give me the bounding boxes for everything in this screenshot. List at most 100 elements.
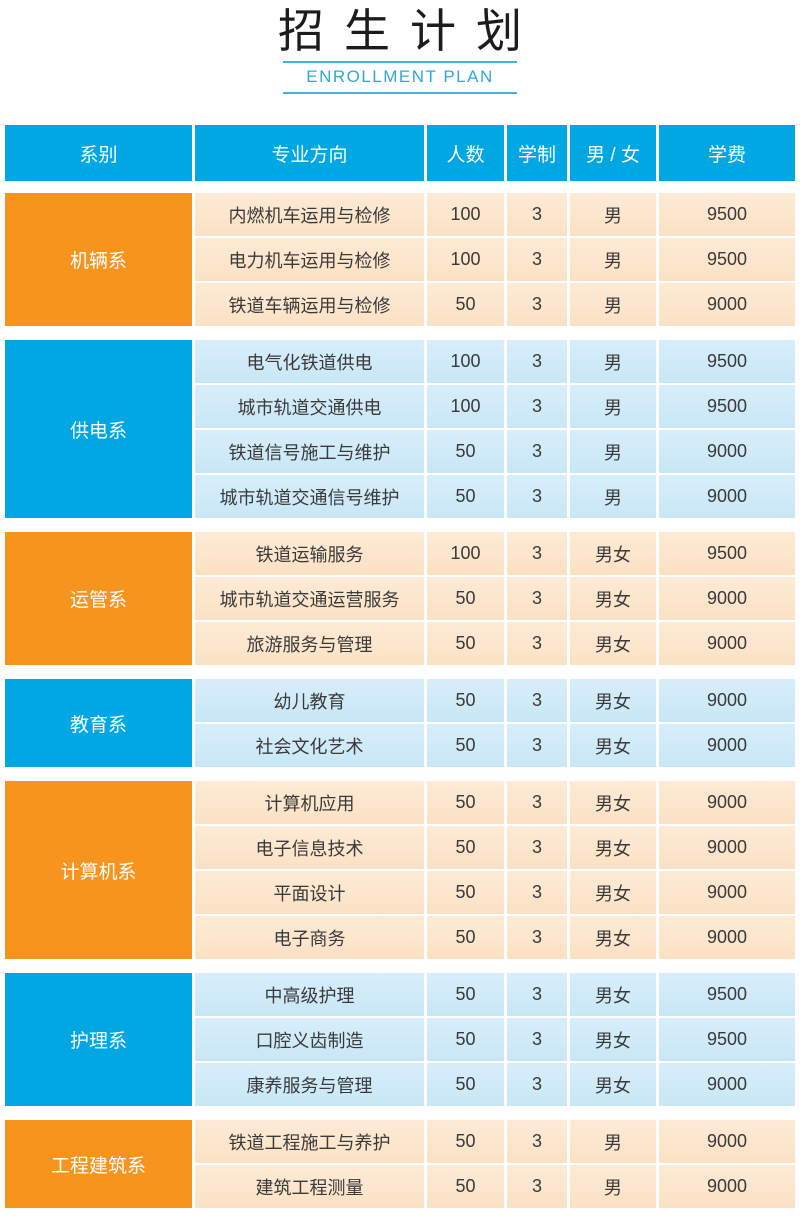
tuition-cell: 9000 [659,871,795,914]
major-cell: 电子商务 [195,916,424,959]
dept-cell: 教育系 [5,679,192,767]
students-cell: 50 [427,973,504,1016]
gender-cell: 男女 [570,1063,656,1106]
header-cell-tuition: 学费 [659,125,795,181]
major-cell: 中高级护理 [195,973,424,1016]
tuition-cell: 9500 [659,532,795,575]
years-cell: 3 [507,532,567,575]
dept-rows: 幼儿教育 50 3 男女 9000 社会文化艺术 50 3 男女 9000 [195,679,795,767]
major-cell: 城市轨道交通供电 [195,385,424,428]
tuition-cell: 9500 [659,238,795,281]
gender-cell: 男女 [570,724,656,767]
major-cell: 铁道工程施工与养护 [195,1120,424,1163]
years-cell: 3 [507,826,567,869]
dept-group: 护理系 中高级护理 50 3 男女 9500 口腔义齿制造 50 3 男女 9500 康养服务与管理 5… [5,973,795,1106]
tuition-cell: 9500 [659,340,795,383]
header-cell-gender: 男 / 女 [570,125,656,181]
years-cell: 3 [507,1063,567,1106]
students-cell: 100 [427,385,504,428]
header-cell-students: 人数 [427,125,504,181]
years-cell: 3 [507,1165,567,1208]
major-cell: 城市轨道交通运营服务 [195,577,424,620]
program-row: 中高级护理 50 3 男女 9500 [195,973,795,1016]
table-header-row: 系别 专业方向 人数 学制男 / 女学费 [5,125,795,181]
gender-cell: 男女 [570,826,656,869]
major-cell: 电气化铁道供电 [195,340,424,383]
major-cell: 电力机车运用与检修 [195,238,424,281]
years-cell: 3 [507,283,567,326]
dept-rows: 中高级护理 50 3 男女 9500 口腔义齿制造 50 3 男女 9500 康养服务与管理 50 3 男… [195,973,795,1106]
dept-group: 工程建筑系 铁道工程施工与养护 50 3 男 9000 建筑工程测量 50 3 男 9000 [5,1120,795,1208]
major-cell: 口腔义齿制造 [195,1018,424,1061]
tuition-cell: 9000 [659,577,795,620]
tuition-cell: 9000 [659,679,795,722]
tuition-cell: 9000 [659,1120,795,1163]
students-cell: 50 [427,826,504,869]
tuition-cell: 9000 [659,283,795,326]
students-cell: 50 [427,1018,504,1061]
gender-cell: 男 [570,1120,656,1163]
gender-cell: 男 [570,340,656,383]
gender-cell: 男女 [570,916,656,959]
dept-rows: 铁道工程施工与养护 50 3 男 9000 建筑工程测量 50 3 男 9000 [195,1120,795,1208]
tuition-cell: 9500 [659,973,795,1016]
program-row: 康养服务与管理 50 3 男女 9000 [195,1063,795,1106]
tuition-cell: 9500 [659,193,795,236]
years-cell: 3 [507,340,567,383]
major-cell: 铁道车辆运用与检修 [195,283,424,326]
program-row: 社会文化艺术 50 3 男女 9000 [195,724,795,767]
enrollment-table: 系别 专业方向 人数 学制男 / 女学费 机辆系 内燃机车运用与检修 100 3 男 9500 电… [5,125,795,1208]
program-row: 内燃机车运用与检修 100 3 男 9500 [195,193,795,236]
gender-cell: 男 [570,430,656,473]
program-row: 电子信息技术 50 3 男女 9000 [195,826,795,869]
students-cell: 100 [427,532,504,575]
program-row: 幼儿教育 50 3 男女 9000 [195,679,795,722]
students-cell: 50 [427,283,504,326]
dept-cell: 护理系 [5,973,192,1106]
students-cell: 50 [427,475,504,518]
page-subtitle: ENROLLMENT PLAN [306,67,494,86]
years-cell: 3 [507,1018,567,1061]
gender-cell: 男女 [570,622,656,665]
program-row: 平面设计 50 3 男女 9000 [195,871,795,914]
program-row: 电子商务 50 3 男女 9000 [195,916,795,959]
program-row: 计算机应用 50 3 男女 9000 [195,781,795,824]
gender-cell: 男女 [570,679,656,722]
program-row: 城市轨道交通供电 100 3 男 9500 [195,385,795,428]
page-header: 招生计划 ENROLLMENT PLAN [0,0,800,94]
dept-cell: 运管系 [5,532,192,665]
tuition-cell: 9000 [659,724,795,767]
program-row: 建筑工程测量 50 3 男 9000 [195,1165,795,1208]
gender-cell: 男女 [570,1018,656,1061]
students-cell: 50 [427,1063,504,1106]
program-row: 铁道工程施工与养护 50 3 男 9000 [195,1120,795,1163]
major-cell: 铁道信号施工与维护 [195,430,424,473]
table-body: 机辆系 内燃机车运用与检修 100 3 男 9500 电力机车运用与检修 100 3 男 9500 铁… [5,193,795,1208]
tuition-cell: 9000 [659,1063,795,1106]
program-row: 铁道运输服务 100 3 男女 9500 [195,532,795,575]
header-cell-years: 学制 [507,125,567,181]
header-cell-dept: 系别 [5,125,192,181]
tuition-cell: 9500 [659,1018,795,1061]
dept-cell: 机辆系 [5,193,192,326]
tuition-cell: 9000 [659,622,795,665]
program-row: 旅游服务与管理 50 3 男女 9000 [195,622,795,665]
header-cell-major: 专业方向 [195,125,424,181]
years-cell: 3 [507,430,567,473]
students-cell: 50 [427,430,504,473]
program-row: 城市轨道交通运营服务 50 3 男女 9000 [195,577,795,620]
years-cell: 3 [507,973,567,1016]
gender-cell: 男女 [570,781,656,824]
major-cell: 电子信息技术 [195,826,424,869]
tuition-cell: 9000 [659,1165,795,1208]
students-cell: 100 [427,340,504,383]
major-cell: 旅游服务与管理 [195,622,424,665]
gender-cell: 男 [570,475,656,518]
students-cell: 50 [427,724,504,767]
years-cell: 3 [507,385,567,428]
program-row: 铁道车辆运用与检修 50 3 男 9000 [195,283,795,326]
page-subtitle-box: ENROLLMENT PLAN [283,61,517,94]
years-cell: 3 [507,1120,567,1163]
students-cell: 50 [427,622,504,665]
gender-cell: 男 [570,1165,656,1208]
